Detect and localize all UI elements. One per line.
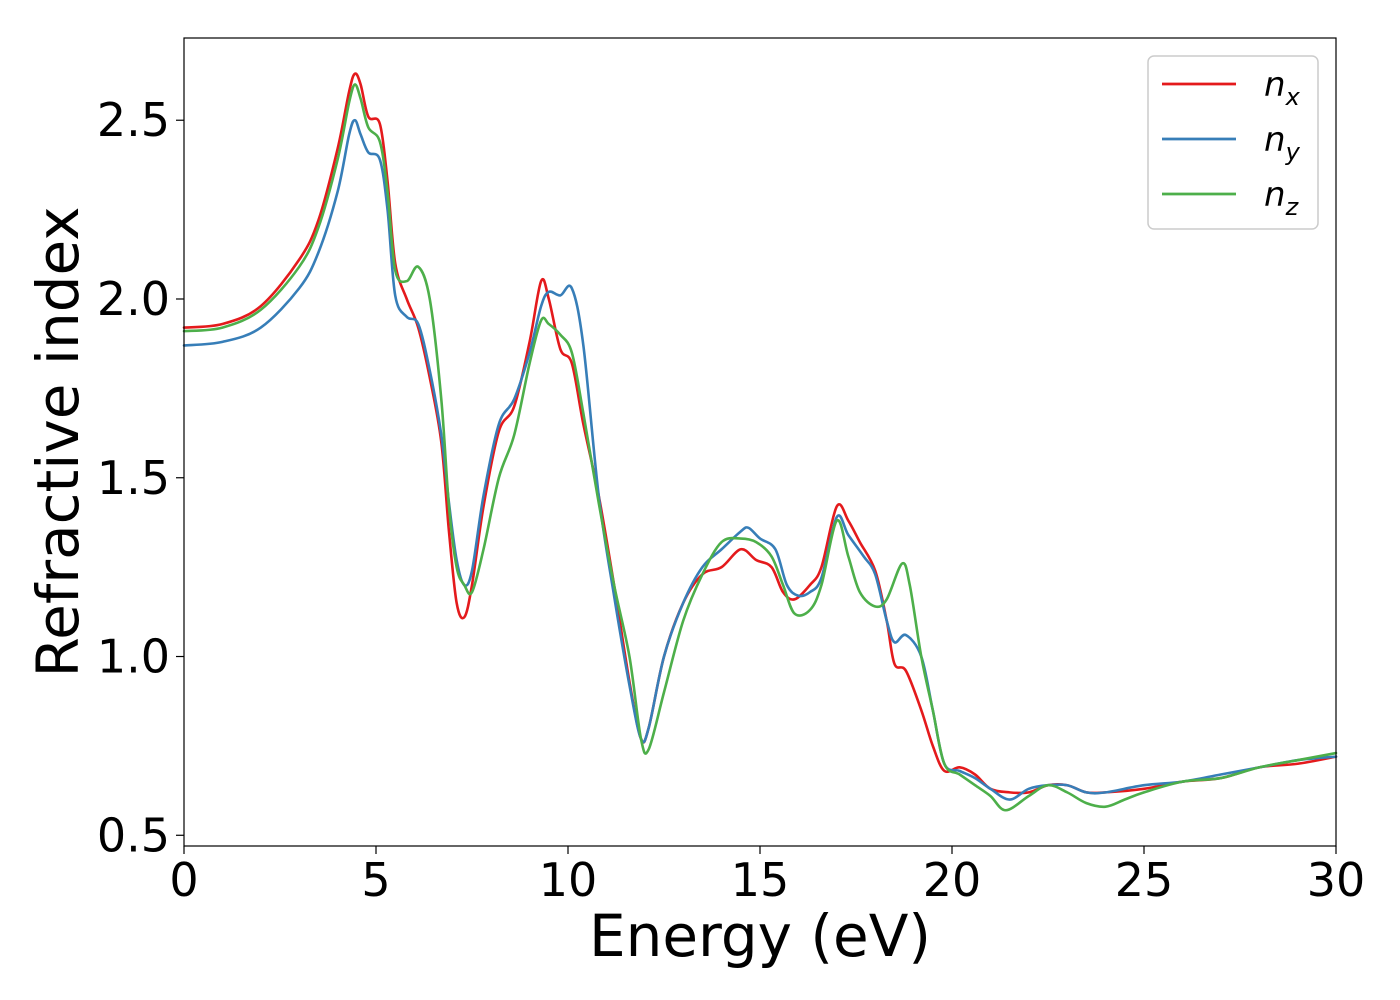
x-axis-ticks: 0 5 10 15 20 25 30	[169, 846, 1365, 907]
series-line-y	[182, 118, 1338, 801]
series-line-z	[182, 83, 1338, 812]
y-axis-ticks: 0.5 1.0 1.5 2.0 2.5	[97, 93, 184, 862]
y-tick-label: 1.0	[97, 630, 170, 684]
y-tick-label: 2.5	[97, 93, 170, 147]
plot-area	[184, 38, 1336, 846]
x-tick-label: 10	[539, 853, 598, 907]
series-layer	[182, 72, 1338, 812]
x-tick-label: 30	[1307, 853, 1366, 907]
y-axis-title: Refractive index	[24, 206, 92, 677]
x-tick-label: 15	[731, 853, 790, 907]
legend-box	[1147, 55, 1319, 230]
y-tick-label: 1.5	[97, 451, 170, 505]
x-tick-label: 25	[1115, 853, 1174, 907]
x-tick-label: 0	[169, 853, 198, 907]
y-tick-label: 2.0	[97, 272, 170, 326]
x-axis-title: Energy (eV)	[589, 902, 931, 970]
x-tick-label: 5	[361, 853, 390, 907]
x-tick-label: 20	[923, 853, 982, 907]
y-tick-label: 0.5	[97, 808, 170, 862]
